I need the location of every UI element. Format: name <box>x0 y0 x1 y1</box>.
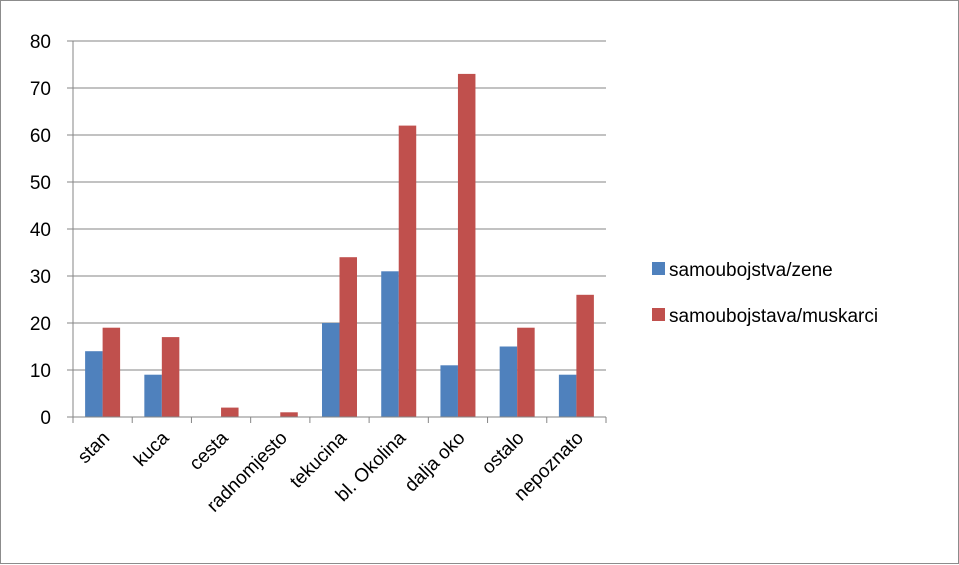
x-tick-label: cesta <box>186 427 233 474</box>
y-tick-label: 20 <box>30 314 51 335</box>
y-tick-label: 10 <box>30 361 51 382</box>
x-tick-label: kuca <box>130 427 174 471</box>
legend-label: samoubojstava/muskarci <box>669 306 878 327</box>
bar-muskarci <box>576 294 594 417</box>
bar-zene <box>558 374 577 417</box>
legend-label: samoubojstva/zene <box>669 260 833 281</box>
legend-swatch <box>652 262 665 275</box>
bar-zene <box>440 365 458 417</box>
x-tick-label: dalja oko <box>401 428 470 497</box>
y-tick-label: 40 <box>30 220 51 241</box>
legend-swatch <box>652 308 665 321</box>
bar-muskarci <box>102 327 121 417</box>
bar-zene <box>322 323 340 417</box>
bar-zene <box>381 271 399 417</box>
y-tick-label: 80 <box>30 32 51 53</box>
x-tick-label: ostalo <box>478 428 529 479</box>
bar-muskarci <box>398 125 417 417</box>
bar-zene <box>499 346 518 417</box>
y-tick-label: 60 <box>30 126 51 147</box>
y-tick-label: 70 <box>30 79 51 100</box>
x-tick-label: stan <box>74 428 114 468</box>
bar-zene <box>85 351 103 417</box>
bar-muskarci <box>457 73 476 418</box>
bar-muskarci <box>161 337 180 417</box>
y-tick-labels: 0 10 20 30 40 50 60 70 80 <box>30 32 51 429</box>
axes <box>67 40 607 423</box>
legend: samoubojstva/zene samoubojstava/muskarci <box>652 260 878 327</box>
bar-muskarci <box>517 327 535 417</box>
bar-muskarci <box>280 412 298 417</box>
bar-muskarci <box>221 407 239 417</box>
bar-zene <box>144 374 162 417</box>
bars <box>85 73 594 418</box>
bar-muskarci <box>339 257 357 417</box>
y-tick-label: 0 <box>40 408 51 429</box>
y-tick-label: 30 <box>30 267 51 288</box>
y-tick-label: 50 <box>30 173 51 194</box>
